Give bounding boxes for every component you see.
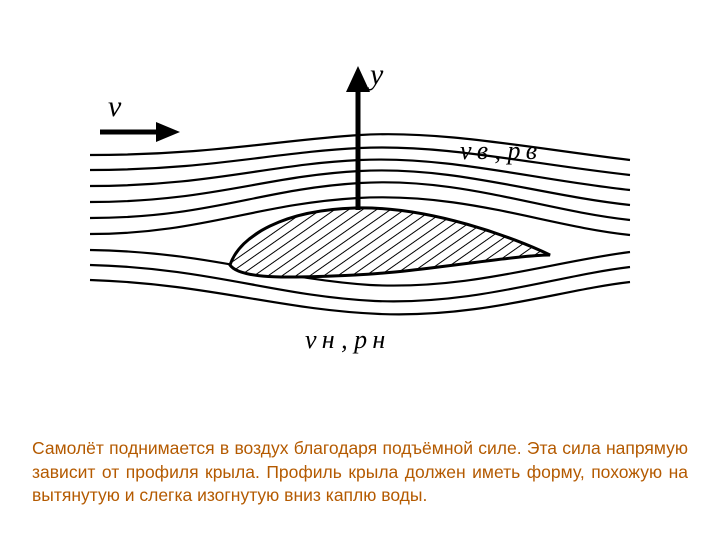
label-y: y (370, 58, 383, 92)
velocity-arrow (100, 122, 180, 142)
airfoil-shape (230, 208, 550, 277)
label-velocity: v (108, 90, 121, 124)
label-upper: v в , p в (460, 136, 537, 166)
canvas: y v v в , p в v н , p н Самолёт поднимае… (0, 0, 720, 540)
label-lower: v н , p н (305, 325, 385, 355)
lift-arrow (346, 66, 370, 210)
airfoil-diagram: y v v в , p в v н , p н (60, 40, 660, 400)
caption-text: Самолёт поднимается в воздух благодаря п… (32, 437, 688, 508)
